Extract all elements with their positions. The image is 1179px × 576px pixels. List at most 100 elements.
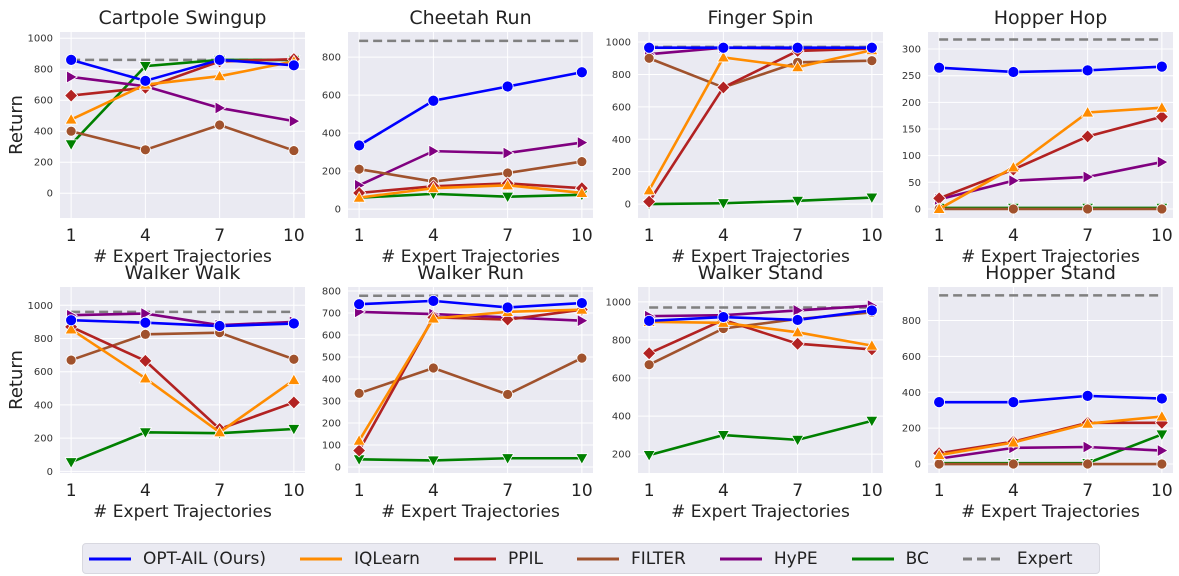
- data-point: [353, 387, 365, 399]
- series-line: [648, 318, 872, 355]
- series-line: [938, 106, 1162, 211]
- x-tick-label: 4: [428, 481, 439, 501]
- data-point: [64, 88, 79, 103]
- data-point: [426, 455, 441, 468]
- y-tick-label: 200: [322, 167, 341, 178]
- y-tick-label: 600: [902, 352, 921, 363]
- data-point: [576, 313, 589, 328]
- data-point: [502, 146, 515, 160]
- legend-swatch: [851, 557, 894, 560]
- y-tick-label: 400: [322, 375, 341, 386]
- series-iqlearn: [932, 409, 1169, 460]
- y-tick-label: 200: [322, 419, 341, 430]
- y-tick-label: 1000: [606, 38, 631, 49]
- y-tick-label: 200: [34, 158, 53, 169]
- x-tick-label: 1: [644, 226, 655, 246]
- data-point: [139, 328, 151, 340]
- legend-label: IQLearn: [354, 548, 420, 569]
- series-line: [648, 419, 873, 457]
- x-tick-label: 10: [861, 481, 883, 501]
- legend-item: Expert: [962, 549, 1073, 569]
- data-point: [500, 453, 515, 466]
- data-point: [576, 156, 588, 167]
- y-tick-label: 700: [322, 308, 341, 319]
- data-point: [501, 80, 514, 93]
- data-point: [139, 144, 151, 156]
- data-point: [866, 55, 878, 67]
- data-point: [1006, 435, 1021, 448]
- x-tick-label: 7: [502, 481, 513, 501]
- legend-swatch: [89, 557, 131, 560]
- data-point: [790, 336, 805, 351]
- series-opt-ail-ours: [353, 294, 588, 314]
- data-point: [139, 74, 152, 87]
- data-point: [1154, 109, 1169, 124]
- y-tick-label: 400: [34, 127, 53, 138]
- legend-swatch: [300, 557, 343, 560]
- data-point: [1155, 392, 1168, 405]
- x-tick-label: 4: [1008, 481, 1019, 501]
- y-tick-label: 600: [34, 96, 53, 107]
- legend-swatch: [453, 557, 496, 560]
- data-point: [288, 353, 300, 365]
- data-point: [1156, 458, 1168, 470]
- subplot-finger-spin: 0 200 400 600 800 1000 1 4 7 10 Finger Spin # Exper…: [606, 7, 883, 267]
- y-tick-label: 1000: [28, 301, 53, 312]
- y-tick-label: 800: [612, 335, 631, 346]
- subplot-hopper-stand: 0 200 400 600 800 1 4 7 10 Hopper Stand # Expert T…: [902, 262, 1173, 522]
- series-line: [358, 71, 583, 147]
- y-tick-label: 250: [902, 71, 921, 82]
- x-tick-label: 10: [1151, 481, 1173, 501]
- data-point: [1082, 440, 1095, 454]
- subplot-walker-walk: 0 200 400 600 800 1000 1 4 7 10 Walker Walk # Exper…: [6, 262, 305, 522]
- legend-label: OPT-AIL (Ours): [143, 548, 267, 569]
- x-tick-label: 10: [283, 226, 305, 246]
- x-tick-label: 10: [571, 481, 593, 501]
- y-tick-label: 1000: [28, 34, 53, 45]
- y-tick-label: 500: [322, 352, 341, 363]
- y-tick-label: 800: [902, 316, 921, 327]
- series-line: [359, 182, 582, 195]
- series-line: [648, 48, 873, 191]
- y-tick-label: 50: [908, 178, 921, 189]
- legend-item: PPIL: [453, 549, 543, 569]
- x-tick-label: 1: [354, 226, 365, 246]
- data-point: [288, 145, 300, 156]
- x-tick-label: 7: [214, 226, 225, 246]
- x-tick-label: 4: [140, 226, 151, 246]
- legend-item: IQLearn: [300, 549, 420, 569]
- y-tick-label: 200: [612, 167, 631, 178]
- data-point: [64, 322, 78, 335]
- y-tick-label: 400: [902, 388, 921, 399]
- subplot-title: Walker Stand: [698, 262, 824, 284]
- data-point: [287, 317, 300, 330]
- x-axis-label: # Expert Trajectories: [961, 502, 1140, 522]
- data-point: [427, 362, 439, 374]
- x-tick-label: 4: [1008, 226, 1019, 246]
- y-tick-label: 0: [625, 200, 631, 211]
- series-line: [359, 192, 582, 199]
- data-point: [1082, 203, 1094, 215]
- legend-item: FILTER: [576, 549, 686, 569]
- data-point: [643, 359, 655, 371]
- data-point: [287, 59, 300, 72]
- x-tick-label: 1: [354, 481, 365, 501]
- plot-area: [928, 287, 1173, 473]
- data-point: [716, 198, 731, 211]
- data-point: [642, 346, 657, 361]
- series-opt-ail-ours: [643, 41, 878, 54]
- subplot-walker-run: 0 100 200 300 400 500 600 700 800 1 4 7 10 Walker Run…: [322, 262, 593, 522]
- data-point: [287, 424, 301, 436]
- y-tick-label: 400: [322, 129, 341, 140]
- data-point: [1156, 203, 1168, 215]
- series-bc: [642, 192, 879, 211]
- y-tick-label: 0: [47, 467, 53, 478]
- y-tick-label: 800: [34, 65, 53, 76]
- y-tick-label: 400: [612, 135, 631, 146]
- data-point: [716, 430, 731, 442]
- series-line: [71, 57, 294, 97]
- series-opt-ail-ours: [65, 314, 300, 332]
- series-iqlearn: [932, 100, 1169, 214]
- data-point: [214, 101, 227, 115]
